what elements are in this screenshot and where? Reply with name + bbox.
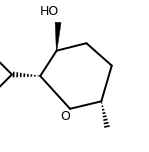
Text: HO: HO xyxy=(39,5,59,18)
Polygon shape xyxy=(55,22,61,51)
Text: O: O xyxy=(61,111,70,123)
